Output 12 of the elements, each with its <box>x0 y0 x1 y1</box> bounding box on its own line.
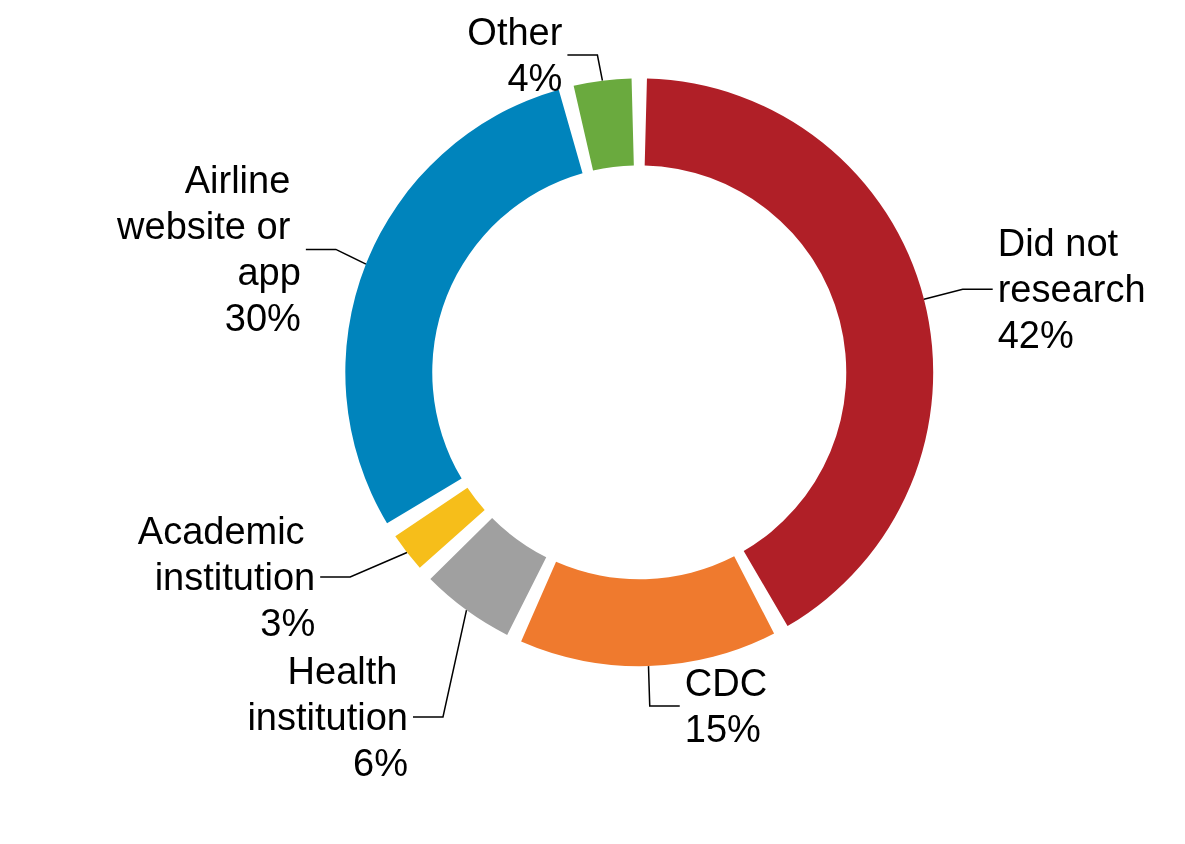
data-label: 42% <box>997 314 1074 357</box>
slice-label: Health institution <box>247 649 408 738</box>
slice-label: Other <box>467 11 563 53</box>
data-label: 3% <box>260 601 316 644</box>
slice-label: Did not research <box>997 222 1146 311</box>
slice-label: Academic institution <box>137 509 316 598</box>
data-label: 6% <box>353 741 408 784</box>
data-label: 4% <box>507 57 563 99</box>
slice-label: Airline website or app <box>116 159 301 294</box>
data-label: 15% <box>684 708 761 751</box>
slice-label: CDC <box>684 662 768 705</box>
data-label: 30% <box>224 297 301 340</box>
